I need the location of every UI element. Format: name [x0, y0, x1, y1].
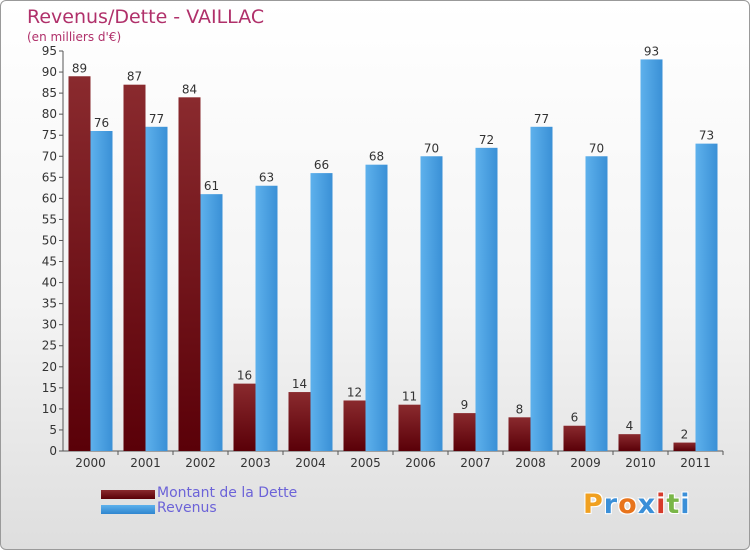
data-label: 12 [347, 385, 362, 399]
data-label: 70 [589, 141, 604, 155]
data-label: 70 [424, 141, 439, 155]
bar-revenus [310, 173, 333, 451]
chart-subtitle: (en milliers d'€) [27, 30, 122, 44]
bar-revenus [200, 194, 223, 451]
x-tick-label: 2000 [75, 456, 106, 470]
data-label: 87 [127, 70, 142, 84]
bar-dette [673, 442, 696, 451]
legend-label-dette: Montant de la Dette [157, 485, 298, 501]
data-label: 61 [204, 179, 219, 193]
y-tick-label: 95 [42, 44, 57, 58]
bar-dette [398, 404, 421, 451]
y-tick-label: 15 [42, 381, 57, 395]
y-tick-label: 65 [42, 170, 57, 184]
bar-dette [68, 76, 91, 452]
bar-revenus [145, 126, 168, 451]
data-label: 73 [699, 129, 714, 143]
bar-dette [123, 84, 146, 452]
data-label: 66 [314, 158, 329, 172]
x-tick-label: 2010 [625, 456, 656, 470]
x-tick-label: 2004 [295, 456, 326, 470]
bar-dette [233, 383, 256, 451]
data-label: 84 [182, 82, 197, 96]
legend-swatch-revenus [101, 505, 155, 514]
data-label: 63 [259, 171, 274, 185]
bar-revenus [585, 156, 608, 451]
y-tick-label: 30 [42, 318, 57, 332]
x-tick-label: 2005 [350, 456, 381, 470]
data-label: 89 [72, 61, 87, 75]
data-label: 9 [461, 398, 469, 412]
bar-dette [618, 434, 641, 451]
y-tick-label: 60 [42, 191, 57, 205]
data-label: 4 [626, 419, 634, 433]
bar-revenus [365, 164, 388, 451]
x-tick-label: 2008 [515, 456, 546, 470]
data-label: 93 [644, 44, 659, 58]
x-tick-label: 2007 [460, 456, 491, 470]
bar-dette [288, 392, 311, 451]
bar-dette [563, 425, 586, 451]
bar-revenus [695, 143, 718, 451]
y-tick-label: 35 [42, 297, 57, 311]
bar-revenus [420, 156, 443, 451]
y-tick-label: 70 [42, 149, 57, 163]
data-label: 6 [571, 411, 579, 425]
data-label: 8 [516, 402, 524, 416]
data-label: 72 [479, 133, 494, 147]
data-label: 11 [402, 390, 417, 404]
bar-revenus [475, 147, 498, 451]
bar-dette [343, 400, 366, 451]
proxiti-logo: Proxiti [583, 489, 691, 520]
bar-dette [178, 97, 201, 451]
data-label: 68 [369, 150, 384, 164]
bar-dette [508, 417, 531, 451]
data-label: 77 [149, 112, 164, 126]
y-tick-label: 20 [42, 360, 57, 374]
y-tick-label: 50 [42, 233, 57, 247]
bar-revenus [530, 126, 553, 451]
data-label: 2 [681, 428, 689, 442]
x-tick-label: 2003 [240, 456, 271, 470]
data-label: 77 [534, 112, 549, 126]
bar-dette [453, 413, 476, 451]
y-tick-label: 10 [42, 402, 57, 416]
x-tick-label: 2006 [405, 456, 436, 470]
bar-revenus [255, 185, 278, 451]
y-tick-label: 75 [42, 128, 57, 142]
y-tick-label: 85 [42, 86, 57, 100]
chart-title: Revenus/Dette - VAILLAC [27, 6, 265, 28]
y-tick-label: 25 [42, 339, 57, 353]
legend-swatch-dette [101, 490, 155, 499]
y-tick-label: 40 [42, 276, 57, 290]
x-tick-label: 2001 [130, 456, 161, 470]
x-tick-label: 2009 [570, 456, 601, 470]
x-tick-label: 2002 [185, 456, 216, 470]
data-label: 16 [237, 369, 252, 383]
bar-revenus [90, 131, 113, 451]
data-label: 76 [94, 116, 109, 130]
y-tick-label: 0 [49, 444, 57, 458]
data-label: 14 [292, 377, 307, 391]
bar-revenus [640, 59, 663, 451]
y-tick-label: 80 [42, 107, 57, 121]
y-tick-label: 5 [49, 423, 57, 437]
y-tick-label: 55 [42, 212, 57, 226]
legend-label-revenus: Revenus [157, 500, 217, 516]
y-tick-label: 90 [42, 65, 57, 79]
x-tick-label: 2011 [680, 456, 711, 470]
y-tick-label: 45 [42, 255, 57, 269]
